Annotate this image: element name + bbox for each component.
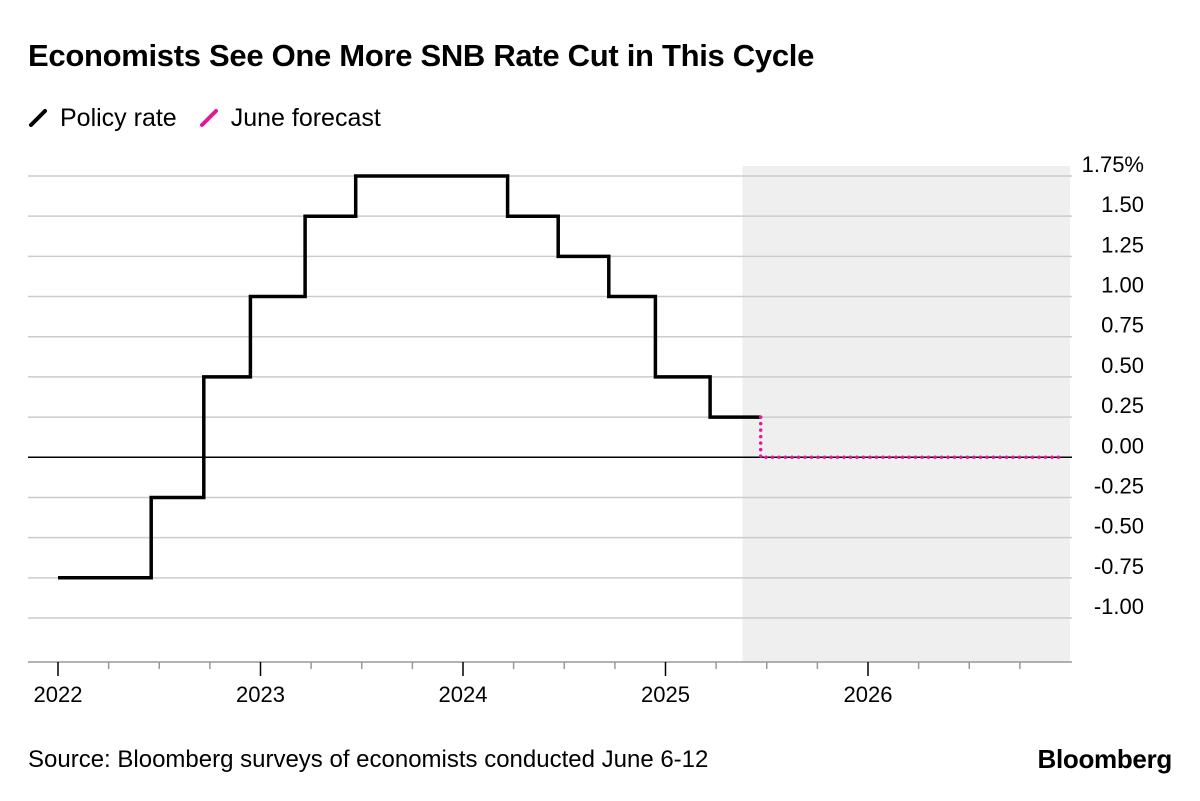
y-tick-label: 1.75% (1082, 152, 1144, 177)
x-axis-ticks: 2022 2023 2024 2025 2026 (34, 662, 1021, 707)
x-tick-label: 2025 (641, 682, 690, 707)
y-tick-label: -0.25 (1094, 473, 1144, 498)
y-tick-label: -0.50 (1094, 514, 1144, 539)
bloomberg-logo: Bloomberg (1037, 744, 1172, 774)
y-tick-label: -0.75 (1094, 554, 1144, 579)
series-line-policy-rate (58, 174, 761, 580)
legend-swatch-june-forecast (199, 109, 218, 127)
chart-plot: 1.75% 1.50 1.25 1.00 0.75 0.50 0.25 0.00 -0.25 -0… (28, 152, 1144, 707)
x-tick-label: 2024 (439, 682, 488, 707)
y-tick-label: -1.00 (1094, 594, 1144, 619)
series-lines (58, 174, 1067, 580)
y-tick-label: 0.75 (1101, 313, 1144, 338)
legend-label-policy-rate: Policy rate (60, 103, 177, 132)
legend-label-june-forecast: June forecast (230, 103, 381, 132)
y-tick-label: 0.25 (1101, 393, 1144, 418)
y-axis-ticks: 1.75% 1.50 1.25 1.00 0.75 0.50 0.25 0.00 -0.25 -0… (1082, 152, 1144, 619)
x-tick-label: 2026 (844, 682, 893, 707)
y-tick-label: 1.50 (1101, 192, 1144, 217)
grid-lines (28, 175, 1072, 619)
y-tick-label: 0.50 (1101, 353, 1144, 378)
chart-title: Economists See One More SNB Rate Cut in … (28, 38, 815, 73)
legend-swatch-line-forecast (199, 109, 218, 127)
series-line-june-forecast (758, 415, 1067, 460)
legend-swatch-policy-rate (29, 109, 47, 127)
legend-item-policy-rate: Policy rate (28, 104, 177, 133)
source-note: Source: Bloomberg surveys of economists … (28, 746, 709, 773)
x-tick-label: 2022 (34, 682, 83, 707)
y-tick-label: 0.00 (1101, 433, 1144, 458)
legend-item-june-forecast: June forecast (199, 104, 381, 133)
x-tick-label: 2023 (236, 682, 285, 707)
legend-swatch-line-policy (29, 109, 47, 127)
legend: Policy rate June forecast (28, 101, 403, 135)
forecast-region-band (742, 166, 1070, 662)
y-tick-label: 1.00 (1101, 273, 1144, 298)
y-tick-label: 1.25 (1101, 232, 1144, 257)
